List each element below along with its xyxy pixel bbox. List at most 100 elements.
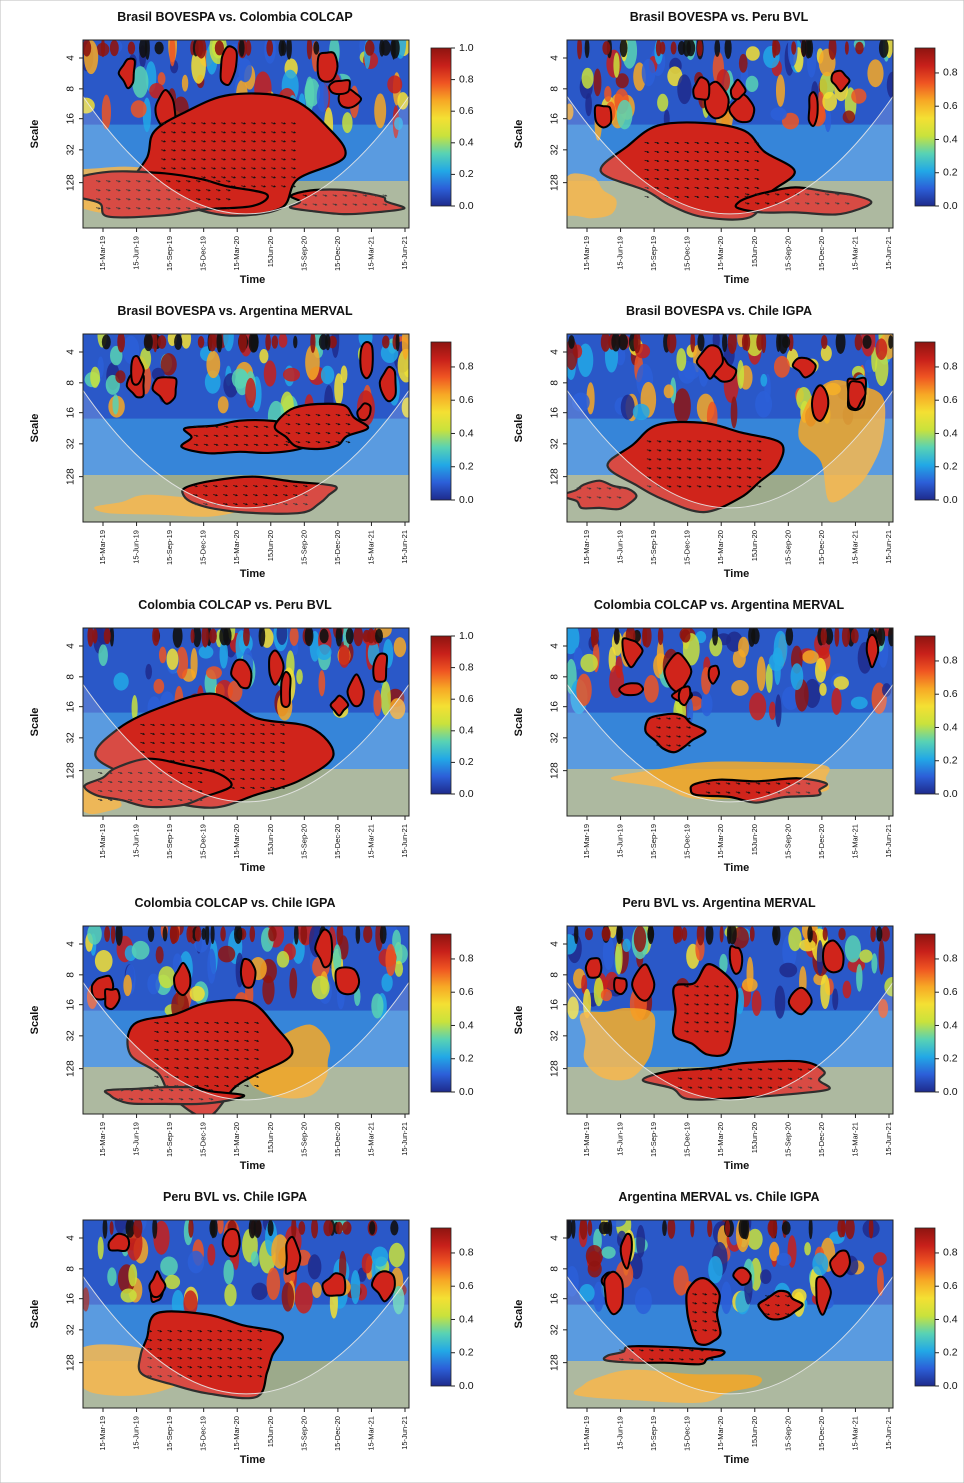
colorbar-tick-label: 0.2 xyxy=(459,1347,474,1359)
y-tick-label: 16 xyxy=(66,113,77,125)
chart-panel: Brasil BOVESPA vs. Argentina MERVAL 4 8 16 3… xyxy=(29,304,474,580)
colorbar-tick-label: 0.6 xyxy=(943,100,958,112)
y-tick-label: 32 xyxy=(66,438,77,450)
y-tick-label: 128 xyxy=(66,1060,77,1077)
x-tick-label: 15-Dec-20 xyxy=(333,530,342,565)
colorbar xyxy=(430,47,452,207)
colorbar-tick-label: 0.6 xyxy=(943,986,958,998)
x-tick-label: 15-Mar-19 xyxy=(98,530,107,565)
y-tick-label: 128 xyxy=(550,174,561,191)
x-tick-label: 15-Dec-19 xyxy=(683,1122,692,1157)
y-tick-label: 4 xyxy=(66,55,77,61)
y-tick-label: 16 xyxy=(550,113,561,125)
y-tick-label: 8 xyxy=(550,674,561,680)
x-tick-label: 15Jun-20 xyxy=(266,1416,275,1447)
coherence-heatmap xyxy=(83,334,409,522)
colorbar-tick-label: 0.6 xyxy=(943,394,958,406)
colorbar-tick-label: 0.4 xyxy=(943,721,958,733)
y-tick-label: 4 xyxy=(66,349,77,355)
x-tick-label: 15-Sep-19 xyxy=(165,1416,174,1451)
y-axis-label: Scale xyxy=(513,1300,525,1329)
colorbar-tick-label: 0.0 xyxy=(459,1086,474,1098)
colorbar-tick-label: 0.2 xyxy=(459,1053,474,1065)
x-axis-label: Time xyxy=(240,1160,265,1172)
chart-panel: Brasil BOVESPA vs. Colombia COLCAP 4 8 16 32… xyxy=(29,10,474,286)
x-tick-label: 15-Dec-19 xyxy=(683,530,692,565)
plot-frame xyxy=(566,627,894,817)
x-tick-label: 15-Mar-19 xyxy=(582,1122,591,1157)
x-tick-label: 15-Sep-19 xyxy=(165,824,174,859)
x-axis-label: Time xyxy=(724,568,749,580)
colorbar-tick-label: 0.4 xyxy=(943,133,958,145)
x-tick-label: 15-Mar-20 xyxy=(232,1416,241,1451)
chart-title: Brasil BOVESPA vs. Peru BVL xyxy=(630,10,809,24)
x-tick-label: 15-Jun-21 xyxy=(400,236,409,270)
chart-panel: Colombia COLCAP vs. Chile IGPA 4 8 16 32 128 S… xyxy=(29,896,474,1172)
x-axis-label: Time xyxy=(724,274,749,286)
x-tick-label: 15-Dec-20 xyxy=(817,236,826,271)
x-tick-label: 15-Sep-20 xyxy=(783,236,792,271)
x-tick-label: 15-Mar-19 xyxy=(98,1416,107,1451)
y-tick-label: 16 xyxy=(550,999,561,1011)
x-tick-label: 15-Sep-20 xyxy=(299,1122,308,1157)
chart-panel: Argentina MERVAL vs. Chile IGPA 4 8 16 32 128… xyxy=(513,1190,958,1466)
y-axis-label: Scale xyxy=(29,120,41,149)
chart-title: Colombia COLCAP vs. Chile IGPA xyxy=(135,896,336,910)
x-tick-label: 15-Sep-20 xyxy=(299,824,308,859)
colorbar xyxy=(914,341,936,501)
x-tick-label: 15-Jun-19 xyxy=(616,1416,625,1450)
y-axis-label: Scale xyxy=(513,414,525,443)
y-tick-label: 128 xyxy=(550,1060,561,1077)
x-axis-label: Time xyxy=(240,274,265,286)
y-tick-label: 128 xyxy=(66,762,77,779)
x-tick-label: 15-Sep-19 xyxy=(649,1416,658,1451)
colorbar-tick-label: 0.2 xyxy=(459,168,474,180)
x-tick-label: 15Jun-20 xyxy=(266,824,275,855)
colorbar-tick-label: 0.2 xyxy=(943,167,958,179)
chart-panel: Colombia COLCAP vs. Argentina MERVAL 4 8 16… xyxy=(513,598,958,874)
x-tick-label: 15-Jun-19 xyxy=(132,1416,141,1450)
y-tick-label: 128 xyxy=(550,468,561,485)
colorbar-tick-label: 0.4 xyxy=(943,427,958,439)
x-tick-label: 15Jun-20 xyxy=(750,1122,759,1153)
y-tick-label: 16 xyxy=(550,407,561,419)
y-tick-label: 8 xyxy=(66,86,77,92)
colorbar-tick-label: 0.0 xyxy=(459,788,474,800)
y-tick-label: 128 xyxy=(550,762,561,779)
chart-title: Peru BVL vs. Argentina MERVAL xyxy=(622,896,816,910)
x-tick-label: 15-Mar-19 xyxy=(582,236,591,271)
x-tick-label: 15-Mar-19 xyxy=(582,1416,591,1451)
chart-title: Colombia COLCAP vs. Argentina MERVAL xyxy=(594,598,845,612)
x-tick-label: 15Jun-20 xyxy=(750,530,759,561)
y-tick-label: 4 xyxy=(66,941,77,947)
colorbar-tick-label: 0.4 xyxy=(459,725,474,737)
colorbar xyxy=(914,47,936,207)
x-tick-label: 15-Jun-21 xyxy=(884,236,893,270)
x-tick-label: 15-Dec-19 xyxy=(199,530,208,565)
x-tick-label: 15-Mar-21 xyxy=(366,530,375,565)
x-tick-label: 15-Sep-19 xyxy=(165,236,174,271)
x-tick-label: 15-Mar-21 xyxy=(850,1122,859,1157)
x-tick-label: 15-Mar-21 xyxy=(366,1122,375,1157)
x-tick-label: 15-Mar-19 xyxy=(98,236,107,271)
y-tick-label: 16 xyxy=(66,701,77,713)
x-axis-label: Time xyxy=(724,862,749,874)
colorbar-tick-label: 0.4 xyxy=(459,427,474,439)
colorbar-tick-label: 0.8 xyxy=(459,1247,474,1259)
colorbar-tick-label: 0.4 xyxy=(459,1313,474,1325)
y-axis-label: Scale xyxy=(29,1300,41,1329)
y-axis-label: Scale xyxy=(513,708,525,737)
coherence-heatmap xyxy=(83,926,409,1114)
colorbar-tick-label: 0.4 xyxy=(459,137,474,149)
coherence-heatmap xyxy=(567,926,893,1114)
colorbar-tick-label: 0.2 xyxy=(943,1053,958,1065)
colorbar-tick-label: 0.8 xyxy=(943,1247,958,1259)
x-axis-label: Time xyxy=(724,1160,749,1172)
x-tick-label: 15-Mar-20 xyxy=(232,530,241,565)
x-tick-label: 15-Mar-21 xyxy=(366,824,375,859)
chart-panel: Peru BVL vs. Chile IGPA 4 8 16 32 128 Scale 15-… xyxy=(29,1190,474,1466)
x-tick-label: 15-Dec-19 xyxy=(199,1122,208,1157)
x-tick-label: 15-Mar-20 xyxy=(232,824,241,859)
x-tick-label: 15Jun-20 xyxy=(266,530,275,561)
plot-frame xyxy=(82,39,410,229)
